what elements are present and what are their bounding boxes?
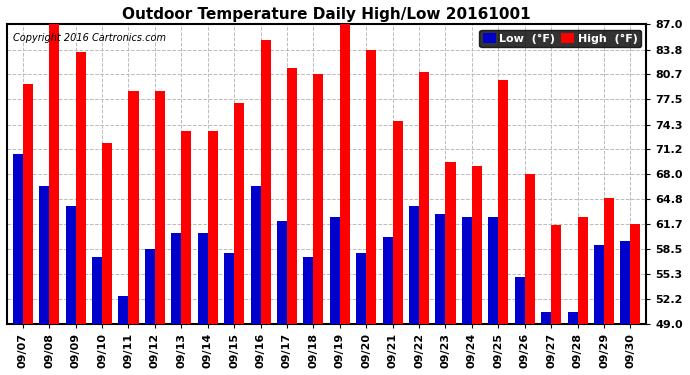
Bar [472, 166, 482, 324]
Bar [119, 296, 128, 324]
Bar [419, 72, 429, 324]
Bar [525, 174, 535, 324]
Title: Outdoor Temperature Daily High/Low 20161001: Outdoor Temperature Daily High/Low 20161… [122, 7, 531, 22]
Bar [541, 312, 551, 324]
Bar [435, 213, 446, 324]
Bar [489, 217, 498, 324]
Bar [393, 121, 403, 324]
Bar [224, 253, 234, 324]
Bar [551, 225, 561, 324]
Bar [604, 198, 614, 324]
Bar [356, 253, 366, 324]
Bar [181, 131, 191, 324]
Bar [250, 186, 261, 324]
Bar [277, 221, 287, 324]
Bar [515, 276, 525, 324]
Bar [234, 103, 244, 324]
Bar [631, 224, 640, 324]
Bar [462, 217, 472, 324]
Bar [446, 162, 455, 324]
Bar [261, 40, 270, 324]
Bar [76, 52, 86, 324]
Bar [102, 142, 112, 324]
Bar [498, 80, 509, 324]
Bar [620, 241, 631, 324]
Text: Copyright 2016 Cartronics.com: Copyright 2016 Cartronics.com [13, 33, 166, 44]
Bar [409, 206, 419, 324]
Bar [304, 257, 313, 324]
Bar [155, 92, 165, 324]
Bar [92, 257, 102, 324]
Bar [594, 245, 604, 324]
Bar [287, 68, 297, 324]
Bar [366, 50, 376, 324]
Bar [208, 131, 218, 324]
Legend: Low  (°F), High  (°F): Low (°F), High (°F) [480, 30, 641, 47]
Bar [49, 24, 59, 324]
Bar [23, 84, 33, 324]
Bar [171, 233, 181, 324]
Bar [145, 249, 155, 324]
Bar [383, 237, 393, 324]
Bar [39, 186, 49, 324]
Bar [330, 217, 339, 324]
Bar [12, 154, 23, 324]
Bar [578, 217, 588, 324]
Bar [198, 233, 208, 324]
Bar [339, 24, 350, 324]
Bar [568, 312, 578, 324]
Bar [66, 206, 76, 324]
Bar [313, 74, 324, 324]
Bar [128, 92, 139, 324]
